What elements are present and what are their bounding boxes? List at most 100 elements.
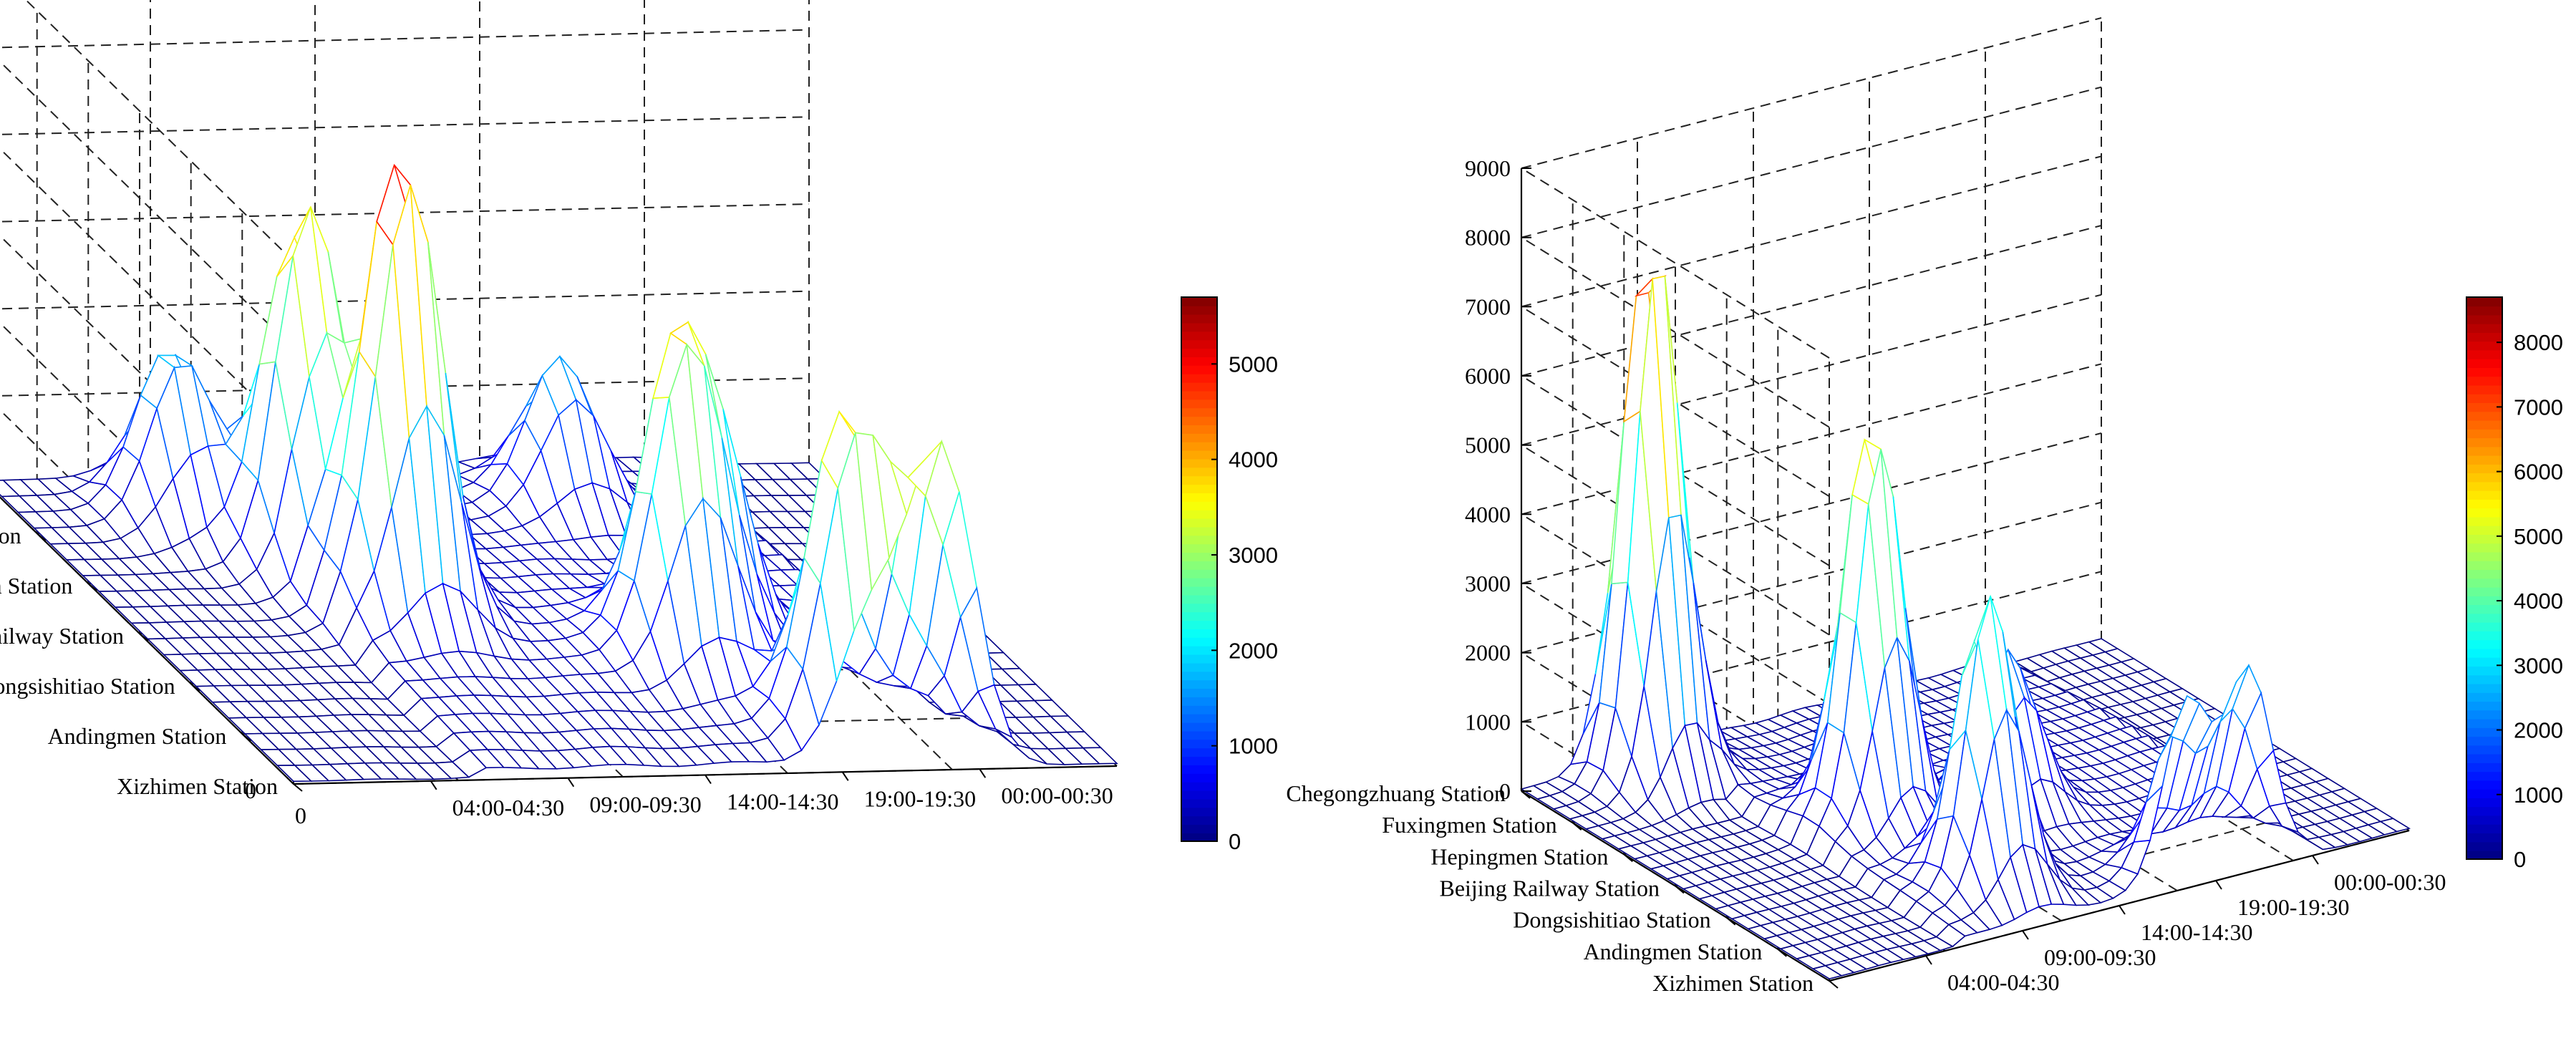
colorbar-swatch [1181, 399, 1217, 409]
colorbar-swatch [1181, 390, 1217, 400]
colorbar-swatch [1181, 561, 1217, 570]
time-tick-label: 09:00-09:30 [2044, 944, 2156, 970]
colorbar-swatch [2466, 806, 2502, 816]
station-tick-label: Hepingmen Station [1430, 843, 1608, 869]
colorbar-swatch [2466, 674, 2502, 684]
colorbar-swatch [2466, 297, 2502, 307]
colorbar-swatch [2466, 569, 2502, 579]
station-tick [1572, 822, 1582, 830]
z-tick-label: 5000 [1465, 432, 1511, 458]
colorbar-tick-label: 6000 [2514, 460, 2563, 485]
station-tick [293, 783, 303, 792]
colorbar-swatch [2466, 657, 2502, 667]
station-tick [190, 683, 200, 692]
colorbar-swatch [2466, 683, 2502, 693]
surface-cell [1081, 747, 1118, 765]
station-tick [241, 733, 251, 742]
time-tick [841, 771, 849, 781]
colorbar-tick-label: 2000 [1229, 638, 1278, 663]
colorbar-swatch [2466, 551, 2502, 561]
surface-plot-left: 0100020003000400050006000Chegongzhuang S… [0, 0, 1278, 854]
colorbar-swatch [2466, 534, 2502, 544]
colorbar-swatch [1181, 824, 1217, 833]
colorbar-swatch [2466, 429, 2502, 439]
grid-line [1521, 17, 2102, 169]
station-tick-label: Andingmen Station [48, 723, 227, 749]
colorbar-swatch [1181, 654, 1217, 664]
colorbar-swatch [1181, 441, 1217, 451]
colorbar-swatch [2466, 841, 2502, 851]
time-tick-label: 04:00-04:30 [1947, 969, 2059, 995]
station-tick [87, 583, 97, 591]
colorbar-swatch [2466, 771, 2502, 781]
colorbar-swatch [1181, 807, 1217, 817]
colorbar-swatch [1181, 781, 1217, 791]
colorbar-swatch [2466, 516, 2502, 526]
colorbar-tick-label: 8000 [2514, 330, 2563, 355]
colorbar-tick-label: 4000 [2514, 589, 2563, 614]
colorbar-swatch [2466, 525, 2502, 535]
colorbar-swatch [1181, 713, 1217, 723]
colorbar-swatch [2466, 508, 2502, 518]
colorbar-swatch [2466, 561, 2502, 571]
colorbar-tick-label: 1000 [1229, 734, 1278, 759]
colorbar-swatch [2466, 578, 2502, 588]
colorbar-swatch [2466, 648, 2502, 658]
colorbar-swatch [1181, 425, 1217, 434]
z-tick-label: 7000 [1465, 294, 1511, 319]
time-tick [2022, 930, 2029, 940]
colorbar-tick-label: 7000 [2514, 394, 2563, 420]
grid-line [1521, 86, 2102, 238]
grid-line [1521, 225, 2102, 377]
colorbar-swatch [1181, 594, 1217, 604]
colorbar-swatch [2466, 323, 2502, 333]
grid-line [1521, 363, 2102, 515]
station-tick-label: Beijing Railway Station [1439, 876, 1660, 901]
colorbar-swatch [2466, 753, 2502, 763]
station-axis-origin-label: 0 [245, 778, 256, 803]
colorbar-swatch [1181, 416, 1217, 425]
station-tick-label: Andingmen Station [1584, 939, 1763, 964]
colorbar-swatch [1181, 620, 1217, 629]
colorbar-swatch [1181, 611, 1217, 621]
colorbar-swatch [1181, 569, 1217, 578]
colorbar-swatch [1181, 348, 1217, 357]
axes: 0100020003000400050006000Chegongzhuang S… [0, 495, 1118, 828]
colorbar-swatch [2466, 446, 2502, 456]
colorbar-swatch [2466, 621, 2502, 631]
grid-line [1521, 432, 2102, 584]
colorbar-swatch [1181, 577, 1217, 587]
colorbar-swatch [1181, 790, 1217, 800]
colorbar-swatch [2466, 481, 2502, 491]
colorbar-swatch [2466, 745, 2502, 755]
colorbar-swatch [1181, 305, 1217, 315]
colorbar-swatch [2466, 815, 2502, 825]
grid-line [0, 116, 810, 135]
z-tick-label: 8000 [1465, 225, 1511, 251]
time-tick-label: 09:00-09:30 [589, 792, 701, 818]
time-tick-label: 19:00-19:30 [2237, 894, 2349, 920]
colorbar-swatch [2466, 332, 2502, 342]
colorbar-swatch [2466, 701, 2502, 711]
time-tick-label: 14:00-14:30 [2141, 919, 2252, 945]
colorbar-swatch [1181, 458, 1217, 468]
grid-line [1521, 513, 1830, 705]
colorbar-swatch [2466, 543, 2502, 553]
z-tick-label: 6000 [1465, 363, 1511, 389]
colorbar-swatch [1181, 815, 1217, 825]
colorbar-tick-label: 5000 [1229, 352, 1278, 377]
colorbar-swatch [2466, 823, 2502, 833]
colorbar-swatch [1181, 552, 1217, 561]
colorbar-swatch [1181, 526, 1217, 536]
z-tick-label: 4000 [1465, 501, 1511, 527]
colorbar-swatch [1181, 747, 1217, 757]
colorbar-swatch [1181, 433, 1217, 442]
time-tick [979, 768, 987, 778]
colorbar: 0 1000 2000 3000 4000 5000 6000 7000 8000 [2466, 296, 2563, 872]
colorbar-swatch [1181, 798, 1217, 808]
colorbar-tick-label: 5000 [2514, 524, 2563, 549]
colorbar-swatch [1181, 662, 1217, 672]
time-axis-origin-label: 0 [295, 803, 306, 828]
station-tick [1726, 916, 1736, 926]
